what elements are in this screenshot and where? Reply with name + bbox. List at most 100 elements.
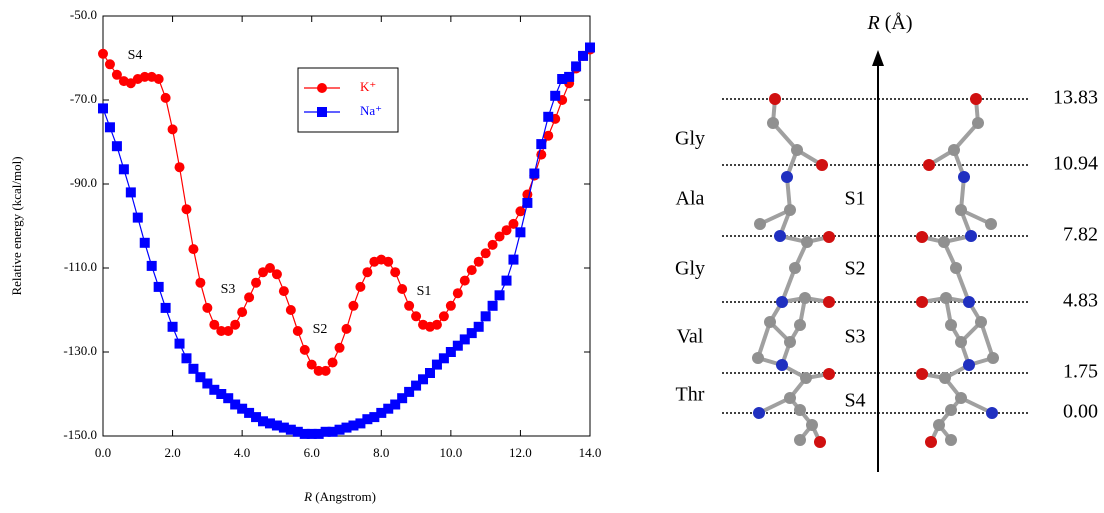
atom xyxy=(801,236,813,248)
arrow-head xyxy=(872,50,884,66)
level-label: 7.82 xyxy=(1063,224,1098,246)
figure: Relative energy (kcal/mol) R (Angstrom) … xyxy=(0,0,1104,508)
marker xyxy=(251,278,261,288)
marker xyxy=(195,278,205,288)
atom xyxy=(916,368,928,380)
marker xyxy=(181,204,191,214)
atom xyxy=(823,231,835,243)
atom xyxy=(769,93,781,105)
atom xyxy=(814,436,826,448)
marker xyxy=(237,307,247,317)
marker xyxy=(515,227,525,237)
marker xyxy=(317,107,327,117)
marker xyxy=(383,257,393,267)
marker xyxy=(279,286,289,296)
site-label: S3 xyxy=(844,326,865,348)
legend-label: Na⁺ xyxy=(360,103,382,118)
x-tick-label: 14.0 xyxy=(579,445,602,460)
site-label: S1 xyxy=(844,188,865,210)
marker xyxy=(508,255,518,265)
marker xyxy=(474,257,484,267)
marker xyxy=(286,305,296,315)
marker xyxy=(529,169,539,179)
x-axis-unit: (Angstrom) xyxy=(315,489,376,504)
atom xyxy=(823,296,835,308)
marker xyxy=(154,74,164,84)
level-label: 0.00 xyxy=(1063,401,1098,423)
x-tick-label: 12.0 xyxy=(509,445,532,460)
atom xyxy=(945,404,957,416)
atom xyxy=(963,296,975,308)
marker xyxy=(481,311,491,321)
x-axis-label: R (Angstrom) xyxy=(303,489,376,504)
marker xyxy=(168,322,178,332)
marker xyxy=(348,301,358,311)
marker xyxy=(536,139,546,149)
atom xyxy=(916,296,928,308)
atom xyxy=(955,392,967,404)
y-tick-label: -110.0 xyxy=(64,259,97,274)
atom xyxy=(985,218,997,230)
marker xyxy=(147,261,157,271)
marker xyxy=(175,162,185,172)
level-label: 10.94 xyxy=(1053,153,1098,175)
atom xyxy=(784,204,796,216)
level-label: 4.83 xyxy=(1063,290,1098,312)
marker xyxy=(397,284,407,294)
marker xyxy=(481,248,491,258)
atom xyxy=(939,372,951,384)
atom xyxy=(955,204,967,216)
marker xyxy=(188,244,198,254)
atom xyxy=(767,117,779,129)
marker xyxy=(154,282,164,292)
atom xyxy=(925,436,937,448)
marker xyxy=(105,122,115,132)
marker xyxy=(571,61,581,71)
y-tick-label: -70.0 xyxy=(70,91,97,106)
atom xyxy=(752,352,764,364)
marker xyxy=(328,358,338,368)
x-tick-label: 4.0 xyxy=(234,445,250,460)
atom xyxy=(806,419,818,431)
atom xyxy=(776,359,788,371)
marker xyxy=(355,282,365,292)
x-tick-label: 6.0 xyxy=(304,445,320,460)
atom xyxy=(948,144,960,156)
marker xyxy=(317,83,327,93)
marker xyxy=(300,345,310,355)
marker xyxy=(140,238,150,248)
marker xyxy=(390,267,400,277)
site-label: S2 xyxy=(844,258,865,280)
atom xyxy=(816,159,828,171)
atom xyxy=(789,262,801,274)
marker xyxy=(230,320,240,330)
x-tick-label: 2.0 xyxy=(164,445,180,460)
marker xyxy=(321,366,331,376)
marker xyxy=(175,339,185,349)
marker xyxy=(488,240,498,250)
atom xyxy=(784,392,796,404)
marker xyxy=(272,269,282,279)
atom xyxy=(916,231,928,243)
marker xyxy=(550,91,560,101)
marker xyxy=(446,301,456,311)
residue-label: Val xyxy=(677,326,704,348)
marker xyxy=(168,124,178,134)
atom xyxy=(794,319,806,331)
r-axis-label: R (Å) xyxy=(867,12,913,34)
atom xyxy=(945,319,957,331)
legend-box xyxy=(298,68,398,132)
x-tick-label: 10.0 xyxy=(439,445,462,460)
atom xyxy=(963,359,975,371)
atom xyxy=(965,230,977,242)
atom xyxy=(938,236,950,248)
atom xyxy=(794,404,806,416)
atom xyxy=(776,296,788,308)
annotation: S4 xyxy=(128,48,143,63)
atom xyxy=(958,171,970,183)
y-tick-label: -150.0 xyxy=(63,427,97,442)
x-tick-label: 8.0 xyxy=(373,445,389,460)
marker xyxy=(460,276,470,286)
marker xyxy=(488,301,498,311)
atom xyxy=(940,292,952,304)
